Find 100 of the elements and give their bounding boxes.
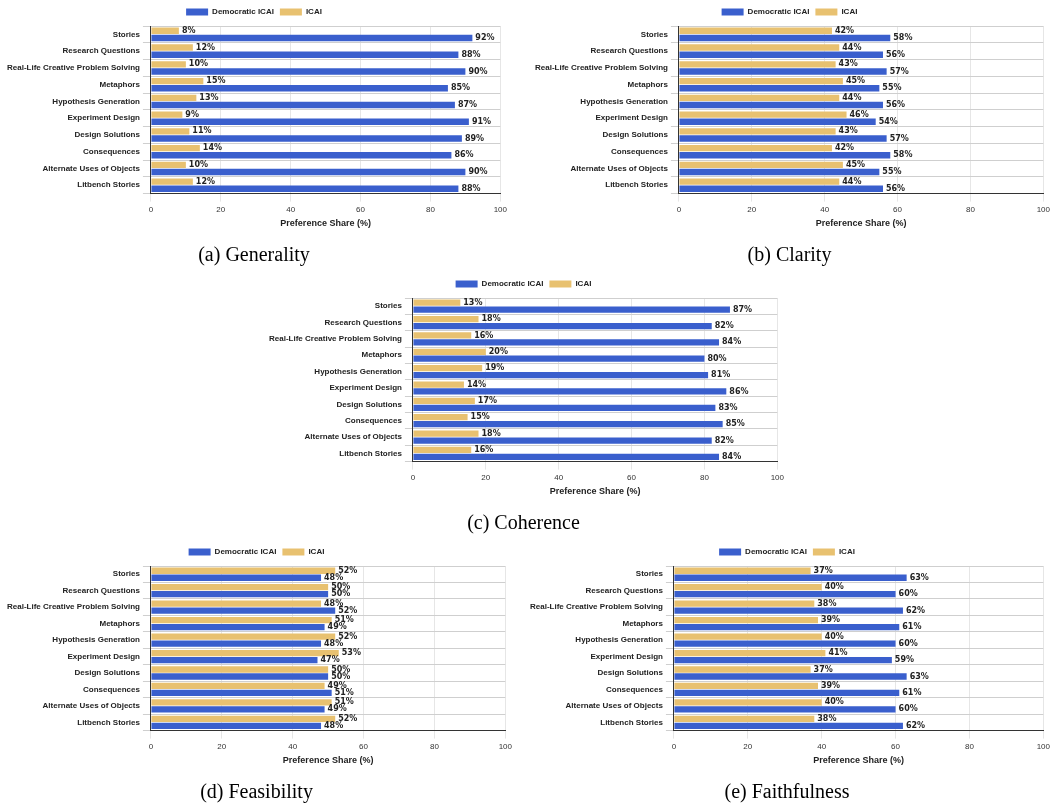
data-label: 58% [893,33,913,43]
bar [151,666,329,673]
data-label: 61% [902,622,922,632]
bar [413,322,712,330]
data-label: 51% [334,688,354,698]
legend-label: ICAI [308,547,325,557]
bar [413,306,730,313]
data-label: 41% [828,648,848,658]
x-tick-label: 60 [891,741,901,751]
data-label: 40% [824,631,844,641]
bar [413,397,475,404]
bar [413,355,705,362]
bar [679,61,836,68]
data-label: 44% [842,92,862,102]
data-label: 20% [488,346,508,356]
bar [151,185,459,192]
y-tick-label: Design Solutions [602,130,669,140]
data-label: 52% [338,565,358,575]
bar [679,161,843,169]
data-label: 11% [192,126,212,136]
data-label: 13% [199,92,219,102]
data-label: 52% [338,631,358,641]
y-tick-label: Metaphors [99,79,141,89]
bar [151,623,325,631]
bar [151,600,322,607]
x-tick-label: 40 [288,741,298,751]
data-label: 10% [188,159,209,169]
data-label: 83% [718,402,738,412]
data-label: 38% [817,598,837,608]
x-tick-label: 40 [554,472,564,482]
data-label: 44% [842,42,862,52]
y-tick-label: Real-Life Creative Problem Solving [6,63,141,73]
bar [679,135,887,142]
bar [151,85,448,92]
data-label: 88% [461,183,481,193]
bar [151,722,322,730]
x-tick-label: 100 [498,741,513,751]
bar [151,111,183,118]
x-tick-label: 80 [425,204,436,214]
data-label: 15% [206,76,226,86]
bar [679,178,840,185]
data-label: 18% [481,314,501,324]
y-tick-label: Experiment Design [67,651,141,661]
bar [151,168,466,176]
y-tick-label: Consequences [83,684,141,694]
data-label: 86% [729,386,749,396]
x-axis-title: Preference Share (%) [282,755,374,766]
data-label: 60% [898,704,918,714]
x-tick-label: 20 [216,204,226,214]
bar [674,574,907,581]
bar [674,591,896,598]
x-tick-label: 20 [743,741,753,751]
bar [151,567,336,574]
x-tick-label: 60 [627,472,637,482]
y-tick-label: Experiment Design [329,383,403,393]
bar [674,715,815,723]
y-tick-label: Design Solutions [597,668,664,678]
y-tick-label: Research Questions [590,46,669,56]
data-label: 45% [845,159,866,169]
data-label: 52% [338,605,358,615]
y-tick-label: Litbench Stories [605,180,669,190]
y-tick-label: Metaphors [99,618,141,628]
text: (d) Feasibility [200,780,313,804]
y-tick-label: Hypothesis Generation [52,96,141,106]
bar [413,365,483,372]
bar [151,34,473,42]
bar [413,339,720,346]
bar [413,371,709,379]
data-label: 90% [468,66,488,76]
x-tick-label: 0 [148,204,154,214]
x-tick-label: 0 [671,741,677,751]
bar [674,623,900,631]
bar [151,656,318,664]
y-tick-label: Metaphors [627,79,669,89]
x-tick-label: 80 [965,204,976,214]
x-tick-label: 0 [148,741,154,751]
bar [413,348,486,355]
data-label: 84% [722,337,742,347]
bar [674,666,811,673]
bar [679,27,832,35]
bar [679,51,883,58]
y-tick-label: Stories [112,569,141,579]
y-tick-label: Alternate Uses of Objects [304,432,403,442]
bar [151,699,332,706]
data-label: 62% [905,605,926,615]
bar [413,404,716,411]
data-label: 45% [845,76,866,86]
x-axis-title: Preference Share (%) [813,755,904,766]
bar [413,421,723,428]
data-label: 12% [195,42,216,52]
y-tick-label: Stories [640,29,669,39]
data-label: 56% [885,183,906,193]
data-label: 82% [714,435,734,445]
bar [151,640,322,647]
x-tick-label: 80 [699,472,710,482]
bar [679,44,840,51]
bar [151,584,329,591]
bar [679,185,883,192]
bar [413,446,472,454]
y-tick-label: Consequences [83,146,141,156]
